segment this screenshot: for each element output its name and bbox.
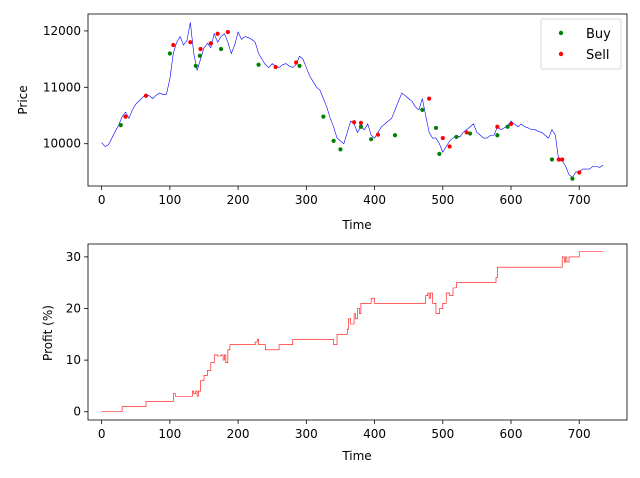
sell-point [225,29,230,35]
buy-point [197,53,202,58]
sell-point [495,124,500,129]
legend: Buy Sell [540,18,622,70]
buy-point [167,51,172,56]
buy-point [495,133,500,138]
price-x-tick-label: 500 [431,193,454,207]
profit-series-line [101,251,604,413]
price-x-tick-label: 100 [158,193,181,207]
price-x-tick-label: 200 [227,193,250,207]
legend-sell-marker [558,51,564,57]
profit-plot-area [88,244,627,420]
sell-point [215,31,220,36]
price-x-tick-label: 600 [500,193,523,207]
sell-point [556,157,561,162]
sell-point [198,46,203,52]
price-x-axis-label: Time [341,218,371,232]
legend-sell-label: Sell [586,48,609,63]
price-x-tick-label: 300 [295,193,318,207]
profit-x-tick-label: 0 [98,427,106,441]
profit-x-tick-label: 500 [431,427,454,441]
buy-point [369,137,374,142]
buy-point [570,176,575,181]
profit-x-tick-label: 200 [227,427,250,441]
sell-point [447,144,452,149]
profit-x-tick-label: 700 [568,427,591,441]
sell-point [427,96,432,101]
profit-x-tick-label: 600 [500,427,523,441]
profit-x-tick-label: 100 [158,427,181,441]
price-x-tick-label: 700 [568,193,591,207]
legend-buy-label: Buy [586,27,611,42]
buy-point [193,63,198,68]
sell-point [208,41,213,46]
profit-chart: 0 100 200 300 400 500 600 700 0 10 20 30 Time Prof… [41,243,628,463]
profit-y-tick-label: 0 [73,405,81,419]
buy-point [358,124,364,129]
buy-point [433,125,439,131]
sell-point [440,135,445,141]
sell-point [123,114,128,119]
profit-y-tick-label: 10 [66,353,81,367]
buy-point [297,63,302,68]
buy-point [549,157,555,162]
sell-point [188,40,193,45]
price-plot-area [88,14,627,186]
sell-point [508,121,514,127]
profit-x-tick-label: 300 [295,427,318,441]
profit-y-axis-label: Profit (%) [41,305,55,361]
price-x-tick-label: 0 [98,193,106,207]
price-y-tick-label: 10000 [43,137,81,151]
buy-point [392,133,398,138]
price-chart: 0 100 200 300 400 500 600 700 10000 11000 12000 T… [16,13,628,232]
sell-point [143,93,149,98]
buy-point [454,134,459,140]
sell-point [293,60,299,65]
buy-point [505,124,510,129]
buy-point [467,131,473,136]
price-y-tick-label: 11000 [43,80,81,94]
sell-point [351,120,357,125]
sell-point [358,120,364,125]
profit-y-tick-label: 30 [66,250,81,264]
sell-point [560,157,565,162]
sell-point [577,170,582,175]
price-y-tick-label: 12000 [43,24,81,38]
price-x-tick-label: 400 [363,193,386,207]
sell-point [464,130,469,135]
buy-point [331,138,336,143]
legend-buy-marker [558,30,564,36]
sell-point [171,42,176,48]
sell-point [273,64,278,70]
profit-x-axis-label: Time [341,449,371,463]
buy-point [338,147,343,152]
buy-point [420,107,425,112]
sell-point [375,132,381,137]
price-plot-frame [87,13,628,187]
buy-point [437,151,442,156]
buy-point [321,114,326,119]
profit-y-tick-label: 20 [66,302,81,316]
buy-point [256,62,261,67]
buy-point [218,46,224,52]
buy-point [118,122,123,128]
profit-x-tick-label: 400 [363,427,386,441]
sell-markers [123,29,582,175]
price-y-axis-label: Price [16,85,30,114]
profit-plot-frame [87,243,628,421]
